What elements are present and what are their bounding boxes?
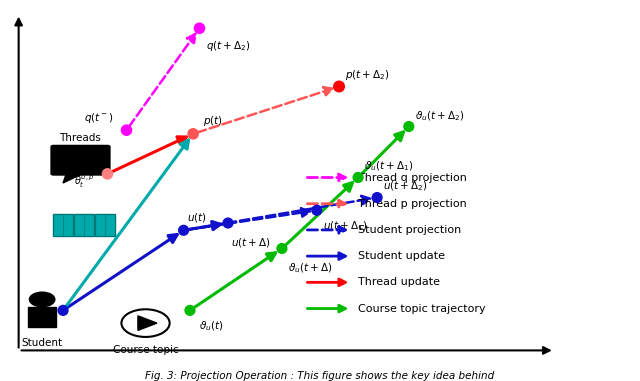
Text: Threads: Threads bbox=[60, 133, 101, 143]
Text: $u(t+\Delta_2)$: $u(t+\Delta_2)$ bbox=[383, 179, 428, 193]
Text: $p(t^-)$: $p(t^-)$ bbox=[67, 156, 95, 170]
Text: Thread q projection: Thread q projection bbox=[358, 173, 467, 182]
Text: Course topic trajectory: Course topic trajectory bbox=[358, 304, 486, 314]
Text: Student: Student bbox=[22, 338, 63, 348]
Point bbox=[185, 307, 195, 314]
FancyBboxPatch shape bbox=[74, 213, 94, 236]
Circle shape bbox=[29, 292, 55, 307]
Text: $\vartheta_u(t)$: $\vartheta_u(t)$ bbox=[200, 320, 224, 333]
Text: Student projection: Student projection bbox=[358, 225, 461, 235]
Point bbox=[195, 25, 205, 31]
Point bbox=[372, 194, 382, 200]
FancyBboxPatch shape bbox=[95, 213, 115, 236]
Text: $u(t+\Delta_1)$: $u(t+\Delta_1)$ bbox=[323, 219, 368, 233]
Point bbox=[353, 174, 363, 181]
Text: $\theta^{u,p}_{t}$: $\theta^{u,p}_{t}$ bbox=[74, 174, 95, 190]
Text: Thread update: Thread update bbox=[358, 277, 440, 287]
Polygon shape bbox=[28, 307, 56, 327]
Text: $u(t)$: $u(t)$ bbox=[187, 211, 207, 224]
Point bbox=[277, 245, 287, 251]
Text: Course topic: Course topic bbox=[113, 345, 179, 355]
Text: Student update: Student update bbox=[358, 251, 445, 261]
FancyBboxPatch shape bbox=[53, 213, 73, 236]
Text: $\vartheta_u(t+\Delta_1)$: $\vartheta_u(t+\Delta_1)$ bbox=[364, 160, 414, 173]
Point bbox=[312, 207, 322, 213]
FancyBboxPatch shape bbox=[51, 145, 111, 176]
Point bbox=[223, 220, 233, 226]
Polygon shape bbox=[63, 174, 82, 183]
Point bbox=[58, 307, 68, 314]
Point bbox=[334, 83, 344, 90]
Point bbox=[122, 127, 132, 133]
Text: $q(t^-)$: $q(t^-)$ bbox=[84, 111, 114, 125]
Text: $\vartheta_u(t+\Delta_2)$: $\vartheta_u(t+\Delta_2)$ bbox=[415, 109, 465, 123]
Point bbox=[179, 227, 189, 233]
Point bbox=[188, 131, 198, 137]
Point bbox=[102, 171, 113, 177]
Text: Thread p projection: Thread p projection bbox=[358, 199, 467, 209]
Text: $p(t)$: $p(t)$ bbox=[203, 114, 223, 128]
Text: $\vartheta_u(t+\Delta)$: $\vartheta_u(t+\Delta)$ bbox=[288, 261, 333, 275]
Text: $u(t+\Delta)$: $u(t+\Delta)$ bbox=[231, 236, 271, 249]
Polygon shape bbox=[138, 316, 157, 330]
Point bbox=[404, 123, 414, 130]
Text: Fig. 3: Projection Operation : This figure shows the key idea behind: Fig. 3: Projection Operation : This figu… bbox=[145, 371, 495, 381]
Text: $q(t+\Delta_2)$: $q(t+\Delta_2)$ bbox=[206, 39, 250, 53]
Text: $p(t+\Delta_2)$: $p(t+\Delta_2)$ bbox=[346, 68, 390, 82]
